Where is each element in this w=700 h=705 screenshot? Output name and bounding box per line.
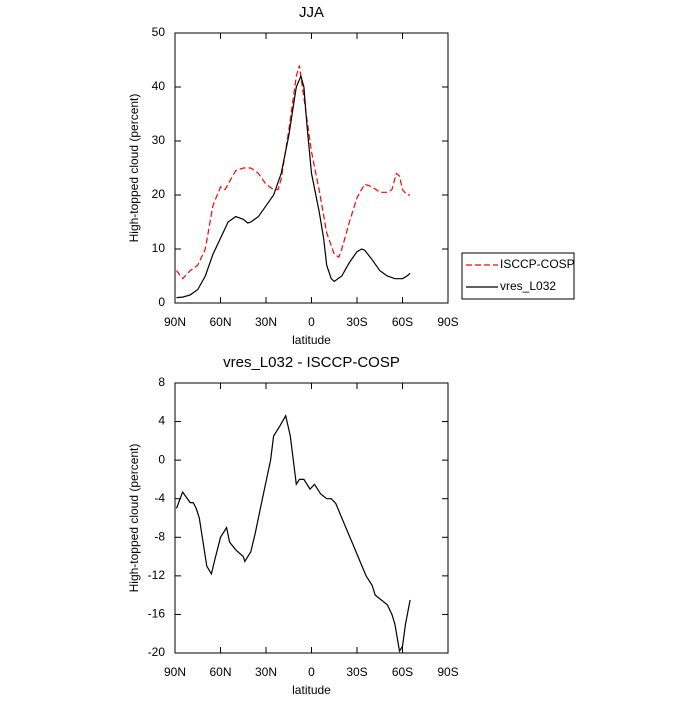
chart-title: JJA [299,4,324,21]
y-tick-label: 4 [158,414,165,428]
y-tick-label: 30 [152,133,166,147]
y-tick-label: 8 [158,375,165,389]
x-tick-label: 90N [164,315,186,329]
y-tick-label: 20 [152,187,166,201]
legend-label: ISCCP-COSP [500,257,575,271]
x-tick-label: 30N [255,315,277,329]
x-tick-label: 0 [308,665,315,679]
y-tick-label: 10 [152,241,166,255]
chart-title: vres_L032 - ISCCP-COSP [223,354,400,371]
x-tick-label: 60N [209,665,231,679]
x-tick-label: 30S [346,315,367,329]
x-tick-label: 30S [346,665,367,679]
data-line [175,414,411,653]
y-axis-label: High-topped cloud (percent) [127,444,141,593]
y-axis-label: High-topped cloud (percent) [127,94,141,243]
y-tick-label: -20 [148,645,166,659]
x-tick-label: 30N [255,665,277,679]
data-line [176,65,411,280]
y-tick-label: -8 [154,529,165,543]
y-tick-label: -12 [148,568,166,582]
x-tick-label: 60S [392,315,413,329]
y-tick-label: 0 [158,295,165,309]
y-tick-label: -4 [154,491,165,505]
x-axis-label: latitude [292,333,331,347]
legend-box [461,252,575,300]
y-tick-label: 0 [158,452,165,466]
plot-frame [174,32,449,304]
x-tick-label: 60S [392,665,413,679]
legend-label: vres_L032 [500,279,556,293]
x-tick-label: 60N [209,315,231,329]
x-tick-label: 90N [164,665,186,679]
x-tick-label: 90S [437,315,458,329]
x-tick-label: 90S [437,665,458,679]
plot-frame [174,382,449,654]
y-tick-label: 50 [152,25,166,39]
y-tick-label: 40 [152,79,166,93]
x-axis-label: latitude [292,683,331,697]
x-tick-label: 0 [308,315,315,329]
y-tick-label: -16 [148,607,166,621]
data-line [176,74,411,299]
